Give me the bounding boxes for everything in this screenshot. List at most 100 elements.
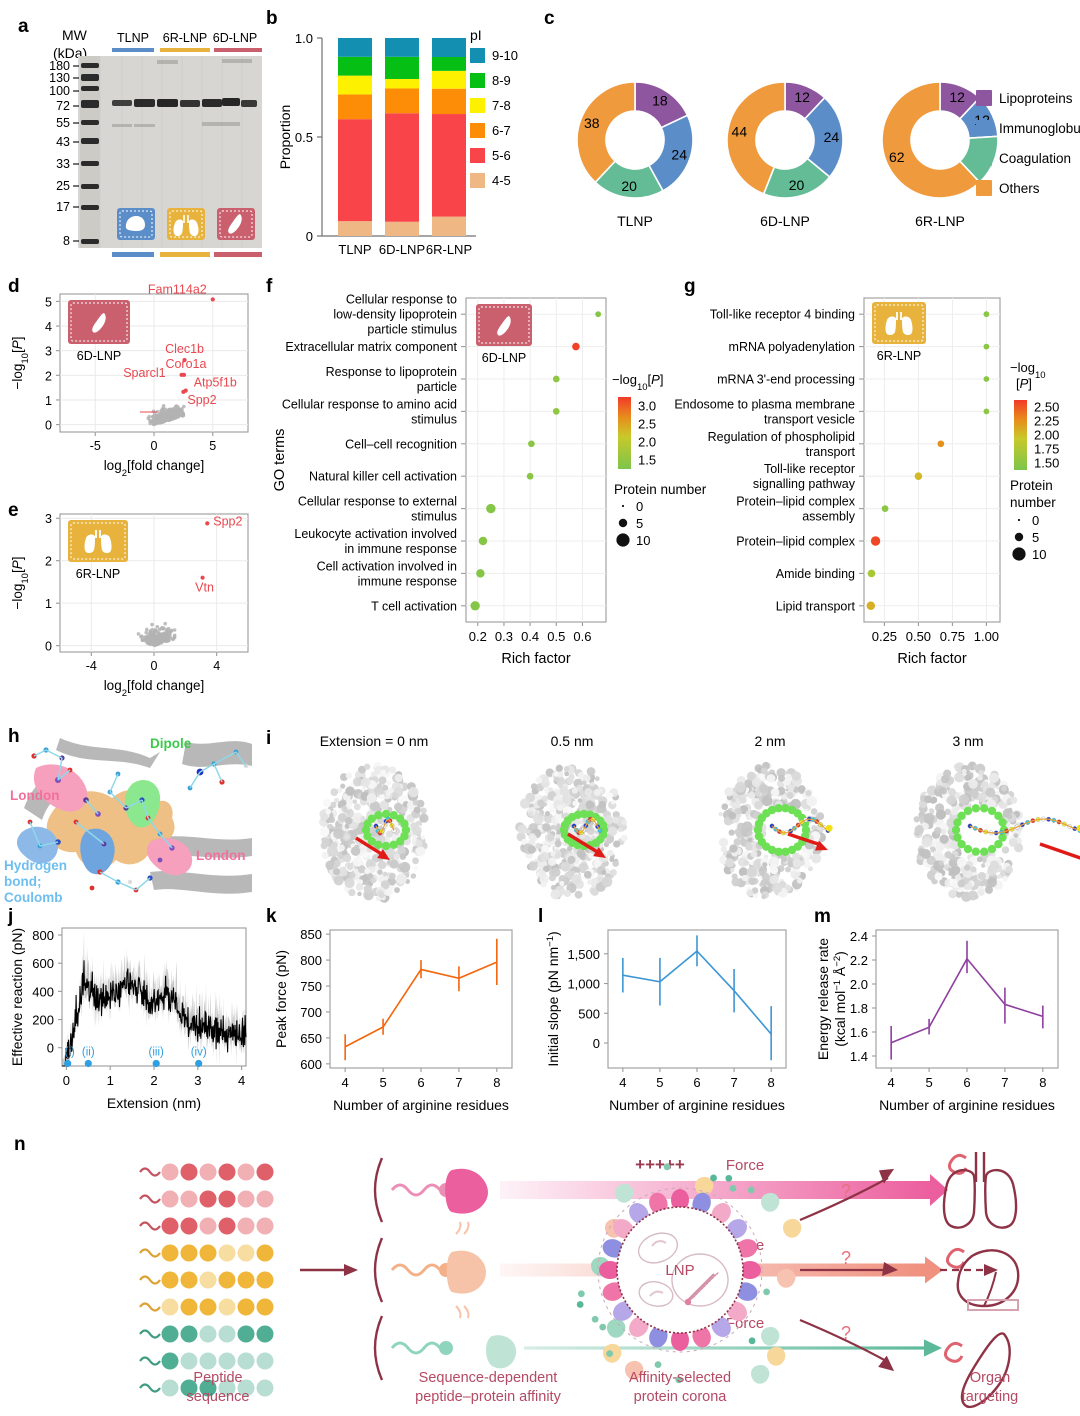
volcano-point (170, 637, 175, 642)
binding-pocket-residue (957, 811, 966, 821)
panel-n-small-dot (675, 1376, 683, 1384)
panel-n-label-corona-2: protein corona (634, 1389, 728, 1405)
binding-pocket-residue (767, 805, 777, 815)
dotplot-xtick: 0.3 (495, 629, 513, 644)
binding-pocket-residue (395, 837, 405, 846)
panel-b-ytick: 0.5 (295, 130, 313, 145)
panel-j-force-extension: 0 1 2 3 4 0 200 400 600 800 (i) (ii) (iii) (iv) Extens… (9, 927, 247, 1111)
panel-n-small-dot (577, 1290, 585, 1298)
panel-i-frame-label: 3 nm (952, 733, 983, 749)
m-xtick: 8 (1039, 1075, 1046, 1090)
force-arrow (355, 836, 384, 857)
volcano-point (160, 636, 165, 640)
volcano-point-highlight (179, 372, 184, 377)
peptide-residue-dot (180, 1217, 198, 1235)
panel-n-corona-protein (671, 1329, 689, 1351)
panel-c-donut-slice (726, 81, 786, 195)
binding-pocket-residue (374, 811, 383, 820)
panel-n-label-affinity-2: peptide–protein affinity (415, 1389, 561, 1405)
volcano-point (163, 418, 168, 423)
sample-bands (112, 98, 257, 107)
panel-c-legend-label: Immunoglobulins (999, 121, 1080, 136)
organ-badge-caption: 6R-LNP (76, 567, 120, 581)
binding-pocket-residue (579, 809, 589, 819)
london-patch-1 (33, 764, 88, 812)
panel-j-xtick: 3 (194, 1073, 201, 1088)
binding-pocket-residue (979, 847, 989, 856)
peptide-residue-dot (199, 1217, 217, 1235)
peptide-residue-dot (237, 1352, 255, 1370)
volcano-xtick: 4 (213, 659, 220, 673)
binding-pocket-residue (971, 804, 981, 813)
volcano-point (158, 632, 163, 637)
dotplot-colorbar-tick: 2.0 (638, 435, 656, 450)
panel-n-small-dot (663, 1163, 671, 1171)
binding-pocket-residue (753, 825, 763, 835)
panel-n-membrane (373, 1315, 384, 1381)
panel-n-protein-blob (446, 1250, 486, 1294)
k-ytick: 700 (300, 1005, 322, 1020)
panel-b-legend-swatch (470, 173, 485, 188)
dotplot-xtick: 0.5 (547, 629, 565, 644)
panel-h-label-london-2: London (196, 848, 245, 863)
gel-group-label-tlnp: TLNP (117, 31, 149, 45)
dotplot-point (914, 472, 923, 480)
panel-c-slice-value: 12 (949, 89, 965, 105)
dotplot-point (595, 311, 602, 318)
volcano-ylabel: −log10[P] (10, 336, 31, 389)
panel-n-free-protein (615, 1183, 634, 1203)
l-ytick: 0 (593, 1036, 600, 1051)
organ-badge-lung (872, 302, 926, 344)
panel-label-e: e (8, 500, 19, 521)
panel-i-protein-render (515, 764, 628, 900)
volcano-ytick: 5 (45, 295, 52, 309)
dotplot-term-label: Toll-like receptor 4 binding (710, 308, 855, 322)
binding-pocket-residue (971, 847, 981, 856)
dotplot-term-label: Cellular response to external (298, 495, 457, 509)
dotplot-term-label: stimulus (411, 510, 457, 524)
panel-n-free-protein (767, 1346, 786, 1366)
force-arrow-head (377, 849, 390, 860)
panel-i-frame-label: 2 nm (754, 733, 785, 749)
peptide-residue-dot (237, 1271, 255, 1289)
volcano-ytick: 2 (45, 369, 52, 383)
volcano-point-highlight (182, 357, 187, 363)
dotplot-sizelegend-dot (616, 533, 630, 547)
panel-i-protein-render (913, 761, 1080, 902)
panel-label-l: l (538, 906, 544, 927)
panel-b-legend-label: 8-9 (492, 73, 511, 88)
peptide-residue-dot (199, 1190, 217, 1208)
peptide-residue-dot (161, 1217, 179, 1235)
gel-bottom-bar-6dlnp (214, 252, 262, 257)
volcano-point (139, 635, 143, 639)
peptide-residue-dot (161, 1325, 179, 1343)
peptide-residue-dot (237, 1217, 255, 1235)
dotplot-colorbar-tick: 2.5 (638, 417, 656, 432)
binding-pocket-residue (400, 819, 409, 829)
l-xtick: 4 (619, 1075, 626, 1090)
peptide-residue-dot (199, 1244, 217, 1262)
dotplot-colorbar (1014, 400, 1027, 470)
panel-n-small-dot (729, 1184, 737, 1192)
dotplot-xtick: 0.75 (940, 629, 965, 644)
atom (89, 885, 95, 891)
ladder-180: 180 (49, 59, 70, 73)
atom (127, 879, 133, 885)
panel-b-bar-segment (338, 221, 372, 236)
binding-pocket-residue (367, 814, 377, 823)
panel-b-bar-segment (432, 38, 466, 58)
l-ytick: 1,500 (567, 947, 600, 962)
peptide-residue-dot (256, 1244, 274, 1262)
dotplot-colorbar-tick: 1.50 (1034, 456, 1059, 471)
organ-badge-spleen (68, 300, 130, 344)
binding-pocket-residue (573, 810, 583, 819)
volcano-xtick: -5 (90, 439, 101, 453)
volcano-point (170, 412, 175, 416)
panel-e-volcano: Spp2 Vtn -4 0 4 0 1 2 3 log2[fold change] −log10[P… (10, 512, 249, 699)
panel-c-legend-swatch (976, 120, 992, 136)
panel-j-xlabel: Extension (nm) (107, 1095, 201, 1111)
peptide-squiggle (139, 1194, 161, 1204)
dotplot-point (866, 601, 876, 611)
